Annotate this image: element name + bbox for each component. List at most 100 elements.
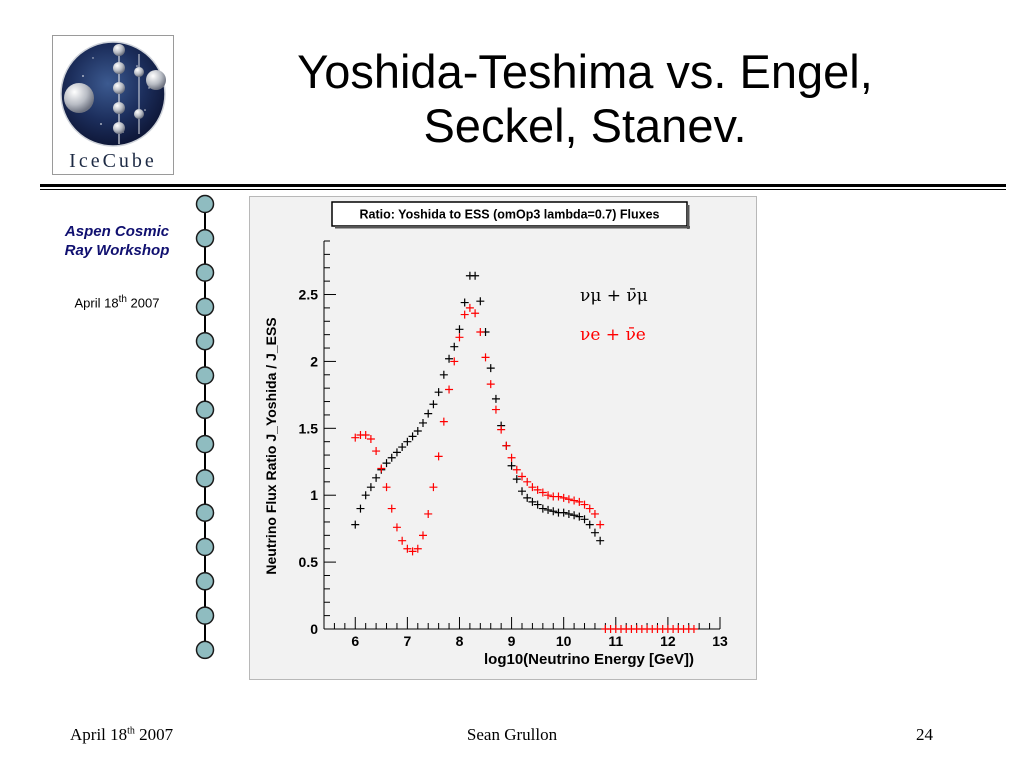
bead — [195, 469, 215, 488]
footer-date-prefix: April 18 — [70, 725, 128, 744]
sidebar-workshop-line-1: Aspen Cosmic — [64, 223, 170, 240]
bead — [195, 572, 215, 591]
y-tick-label: 1.5 — [299, 420, 319, 436]
sidebar-date: April 18th 2007 — [44, 294, 190, 310]
data-point — [554, 492, 563, 501]
data-point — [429, 483, 438, 492]
data-point — [424, 409, 433, 418]
chart-title-box-shadow-side — [687, 205, 690, 229]
data-point — [419, 531, 427, 540]
data-point — [538, 504, 547, 513]
slide-title-line-1: Yoshida-Teshima vs. Engel, — [297, 45, 873, 98]
sidebar-date-suffix: 2007 — [126, 295, 160, 311]
data-point — [413, 544, 422, 553]
data-point — [523, 493, 532, 502]
data-point — [580, 500, 589, 509]
data-point — [533, 485, 542, 494]
data-point — [439, 417, 448, 426]
data-point — [392, 448, 401, 457]
x-tick-label: 11 — [608, 633, 623, 649]
chart-frame: 0 0.5 1 1.5 2 2.5 6 7 8 9 10 11 12 13 Ratio: Yoshida … — [249, 196, 757, 680]
y-tick-label: 0.5 — [299, 554, 319, 570]
data-point — [465, 303, 474, 312]
data-point — [507, 461, 516, 470]
x-tick-label: 8 — [456, 633, 464, 649]
data-point — [366, 435, 375, 444]
series-nue — [351, 303, 698, 633]
data-point — [476, 327, 485, 336]
data-point — [361, 431, 370, 439]
data-point — [471, 309, 480, 318]
x-tick-label: 9 — [508, 633, 516, 649]
data-point — [398, 443, 407, 452]
y-tick-label: 2.5 — [299, 287, 319, 303]
slide-title-line-2: Seckel, Stanev. — [423, 99, 747, 152]
bead — [195, 229, 215, 248]
data-point — [429, 400, 438, 409]
title-rule-thin — [40, 189, 1006, 190]
data-point — [445, 354, 454, 363]
x-axis-label: log10(Neutrino Energy [GeV]) — [484, 651, 694, 668]
data-point — [450, 357, 459, 366]
data-point — [559, 493, 568, 502]
data-point — [570, 511, 579, 520]
x-tick-label: 13 — [712, 633, 728, 649]
chart-title-box-shadow — [335, 226, 690, 229]
data-point — [408, 432, 417, 441]
data-point — [372, 473, 381, 482]
bead — [195, 640, 215, 660]
data-point — [460, 298, 469, 307]
x-tick-label: 10 — [556, 633, 572, 649]
data-point — [455, 333, 464, 342]
bead — [195, 503, 215, 522]
bead — [195, 263, 215, 282]
data-point — [544, 491, 553, 500]
chart-legend: νμ + ν̄μ νe + ν̄e — [580, 286, 648, 345]
data-point — [351, 520, 360, 529]
y-tick-label: 1 — [310, 487, 318, 503]
data-point — [575, 497, 584, 506]
data-point — [366, 483, 375, 492]
data-point — [413, 426, 422, 435]
bead — [195, 366, 215, 385]
data-point — [528, 483, 537, 492]
data-point — [486, 380, 495, 389]
data-point — [689, 625, 698, 633]
bead-chain-decoration — [195, 194, 215, 660]
data-point — [445, 385, 454, 394]
data-point — [460, 310, 469, 319]
bead — [195, 194, 215, 214]
data-point — [398, 536, 407, 545]
icecube-logo-text: IceCube — [69, 150, 157, 172]
data-point — [528, 497, 537, 506]
data-point — [476, 297, 485, 306]
data-point — [377, 464, 386, 473]
bead — [195, 537, 215, 557]
data-point — [564, 509, 573, 518]
data-point — [512, 475, 521, 484]
data-point — [502, 441, 511, 450]
data-point — [372, 447, 381, 456]
x-tick-label: 6 — [351, 633, 359, 649]
data-point — [403, 544, 412, 553]
footer-page-number: 24 — [916, 725, 933, 744]
sidebar-date-sup: th — [118, 294, 127, 305]
data-point — [403, 437, 412, 446]
sidebar-workshop-line-2: Ray Workshop — [64, 242, 170, 259]
data-point — [387, 453, 396, 462]
data-point — [387, 504, 396, 513]
data-point — [382, 459, 391, 468]
data-point — [585, 520, 594, 529]
x-tick-label: 7 — [403, 633, 411, 649]
series-numu — [351, 271, 605, 545]
data-point — [549, 507, 558, 516]
data-point — [491, 394, 500, 403]
sidebar-date-prefix: April 18 — [74, 295, 119, 311]
bead — [195, 331, 215, 351]
data-point — [450, 342, 459, 351]
y-axis-label: Neutrino Flux Ratio J_Yoshida / J_ESS — [263, 317, 279, 574]
bead — [195, 297, 215, 317]
y-tick-label: 2 — [310, 353, 318, 369]
data-point — [533, 500, 542, 509]
data-point — [596, 536, 605, 545]
